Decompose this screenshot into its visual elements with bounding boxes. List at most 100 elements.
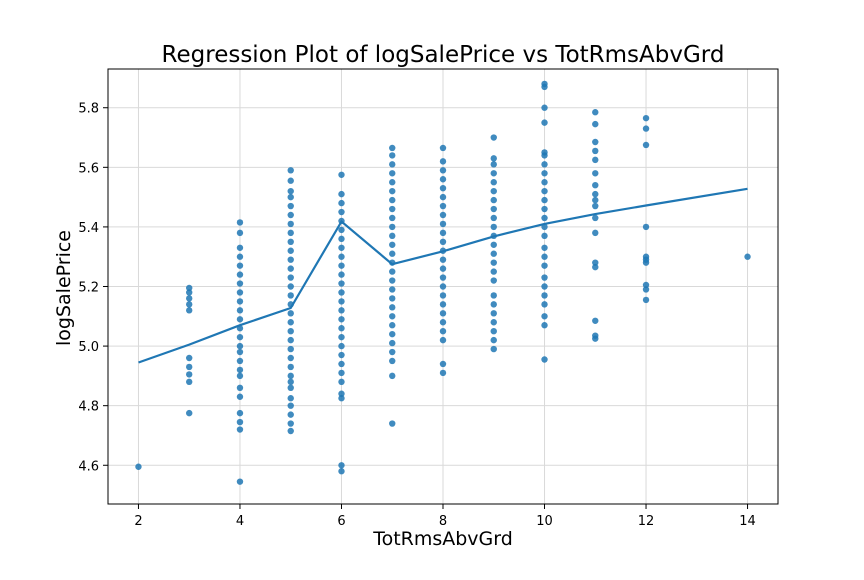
scatter-point [287,420,294,427]
x-tick-label: 6 [337,514,345,529]
scatter-point [541,244,548,251]
scatter-point [439,158,447,165]
scatter-point [338,298,345,305]
scatter-point [439,336,447,344]
scatter-point [338,235,345,243]
scatter-point [389,295,396,302]
scatter-point [642,296,650,304]
scatter-point [592,332,599,339]
scatter-point [236,384,244,392]
scatter-point [236,393,244,400]
scatter-point [439,176,447,183]
scatter-point [287,256,294,263]
scatter-point [338,253,345,260]
scatter-point [490,223,497,231]
scatter-point [439,256,447,263]
scatter-point [287,247,294,254]
scatter-point [490,310,497,317]
scatter-point [236,426,244,433]
scatter-point [439,327,447,335]
scatter-point [135,463,142,470]
scatter-point [642,141,650,149]
y-tick-label: 5.2 [78,281,99,296]
scatter-point [287,238,294,246]
scatter-point [236,372,244,380]
scatter-point [439,360,447,368]
scatter-point [236,280,244,287]
scatter-point [389,304,396,311]
scatter-point [490,196,497,204]
scatter-point [389,286,396,293]
scatter-point [439,283,447,290]
scatter-point [439,167,447,174]
scatter-point [338,208,345,216]
scatter-point [338,280,345,287]
scatter-point [287,187,294,195]
scatter-point [389,161,396,168]
scatter-point [287,378,294,386]
scatter-point [338,333,345,341]
scatter-point [287,265,294,272]
scatter-point [236,348,244,356]
scatter-point [236,342,244,350]
scatter-point [439,310,447,317]
scatter-point [287,177,294,184]
scatter-point [541,274,548,281]
scatter-point [490,250,497,257]
scatter-point [338,244,345,251]
scatter-point [389,372,396,380]
scatter-point [186,301,193,308]
scatter-point [439,220,447,228]
scatter-point [541,322,548,329]
scatter-point [541,253,548,260]
scatter-point [490,336,497,344]
scatter-point [592,156,599,164]
scatter-point [338,199,345,207]
scatter-point [490,268,497,275]
scatter-point [287,411,294,418]
scatter-point [287,220,294,228]
scatter-point [338,342,345,350]
scatter-point [287,354,294,362]
scatter-point [236,289,244,296]
scatter-point [389,357,396,365]
scatter-point [439,369,447,377]
scatter-point [642,281,650,289]
regression-line-group [138,187,748,364]
scatter-point [439,319,447,326]
scatter-point [389,250,396,257]
y-tick-label: 5.4 [78,221,99,236]
y-axis-label: logSalePrice [53,230,75,346]
scatter-point [541,232,548,240]
scatter-point [592,229,599,237]
scatter-point [592,181,599,189]
scatter-point [389,330,396,338]
scatter-point [287,327,294,335]
scatter-point [541,205,548,213]
scatter-point [338,316,345,323]
scatter-point [541,179,548,186]
scatter-point [338,325,345,332]
scatter-point [236,316,244,323]
scatter-point [389,179,396,186]
scatter-point [186,409,193,417]
scatter-point [490,170,497,177]
scatter-point [642,223,650,231]
scatter-point [592,170,599,177]
scatter-point [389,205,396,213]
scatter-point [338,395,345,402]
scatter-point [439,202,447,210]
scatter-point [287,336,294,344]
scatter-point [338,351,345,359]
scatter-point [592,109,599,116]
scatter-point [389,214,396,222]
x-tick-label: 12 [638,514,655,529]
scatter-point [541,292,548,299]
scatter-point [642,114,650,122]
scatter-point [642,286,650,293]
scatter-point [236,409,244,417]
scatter-point [490,134,497,141]
scatter-point [338,378,345,386]
